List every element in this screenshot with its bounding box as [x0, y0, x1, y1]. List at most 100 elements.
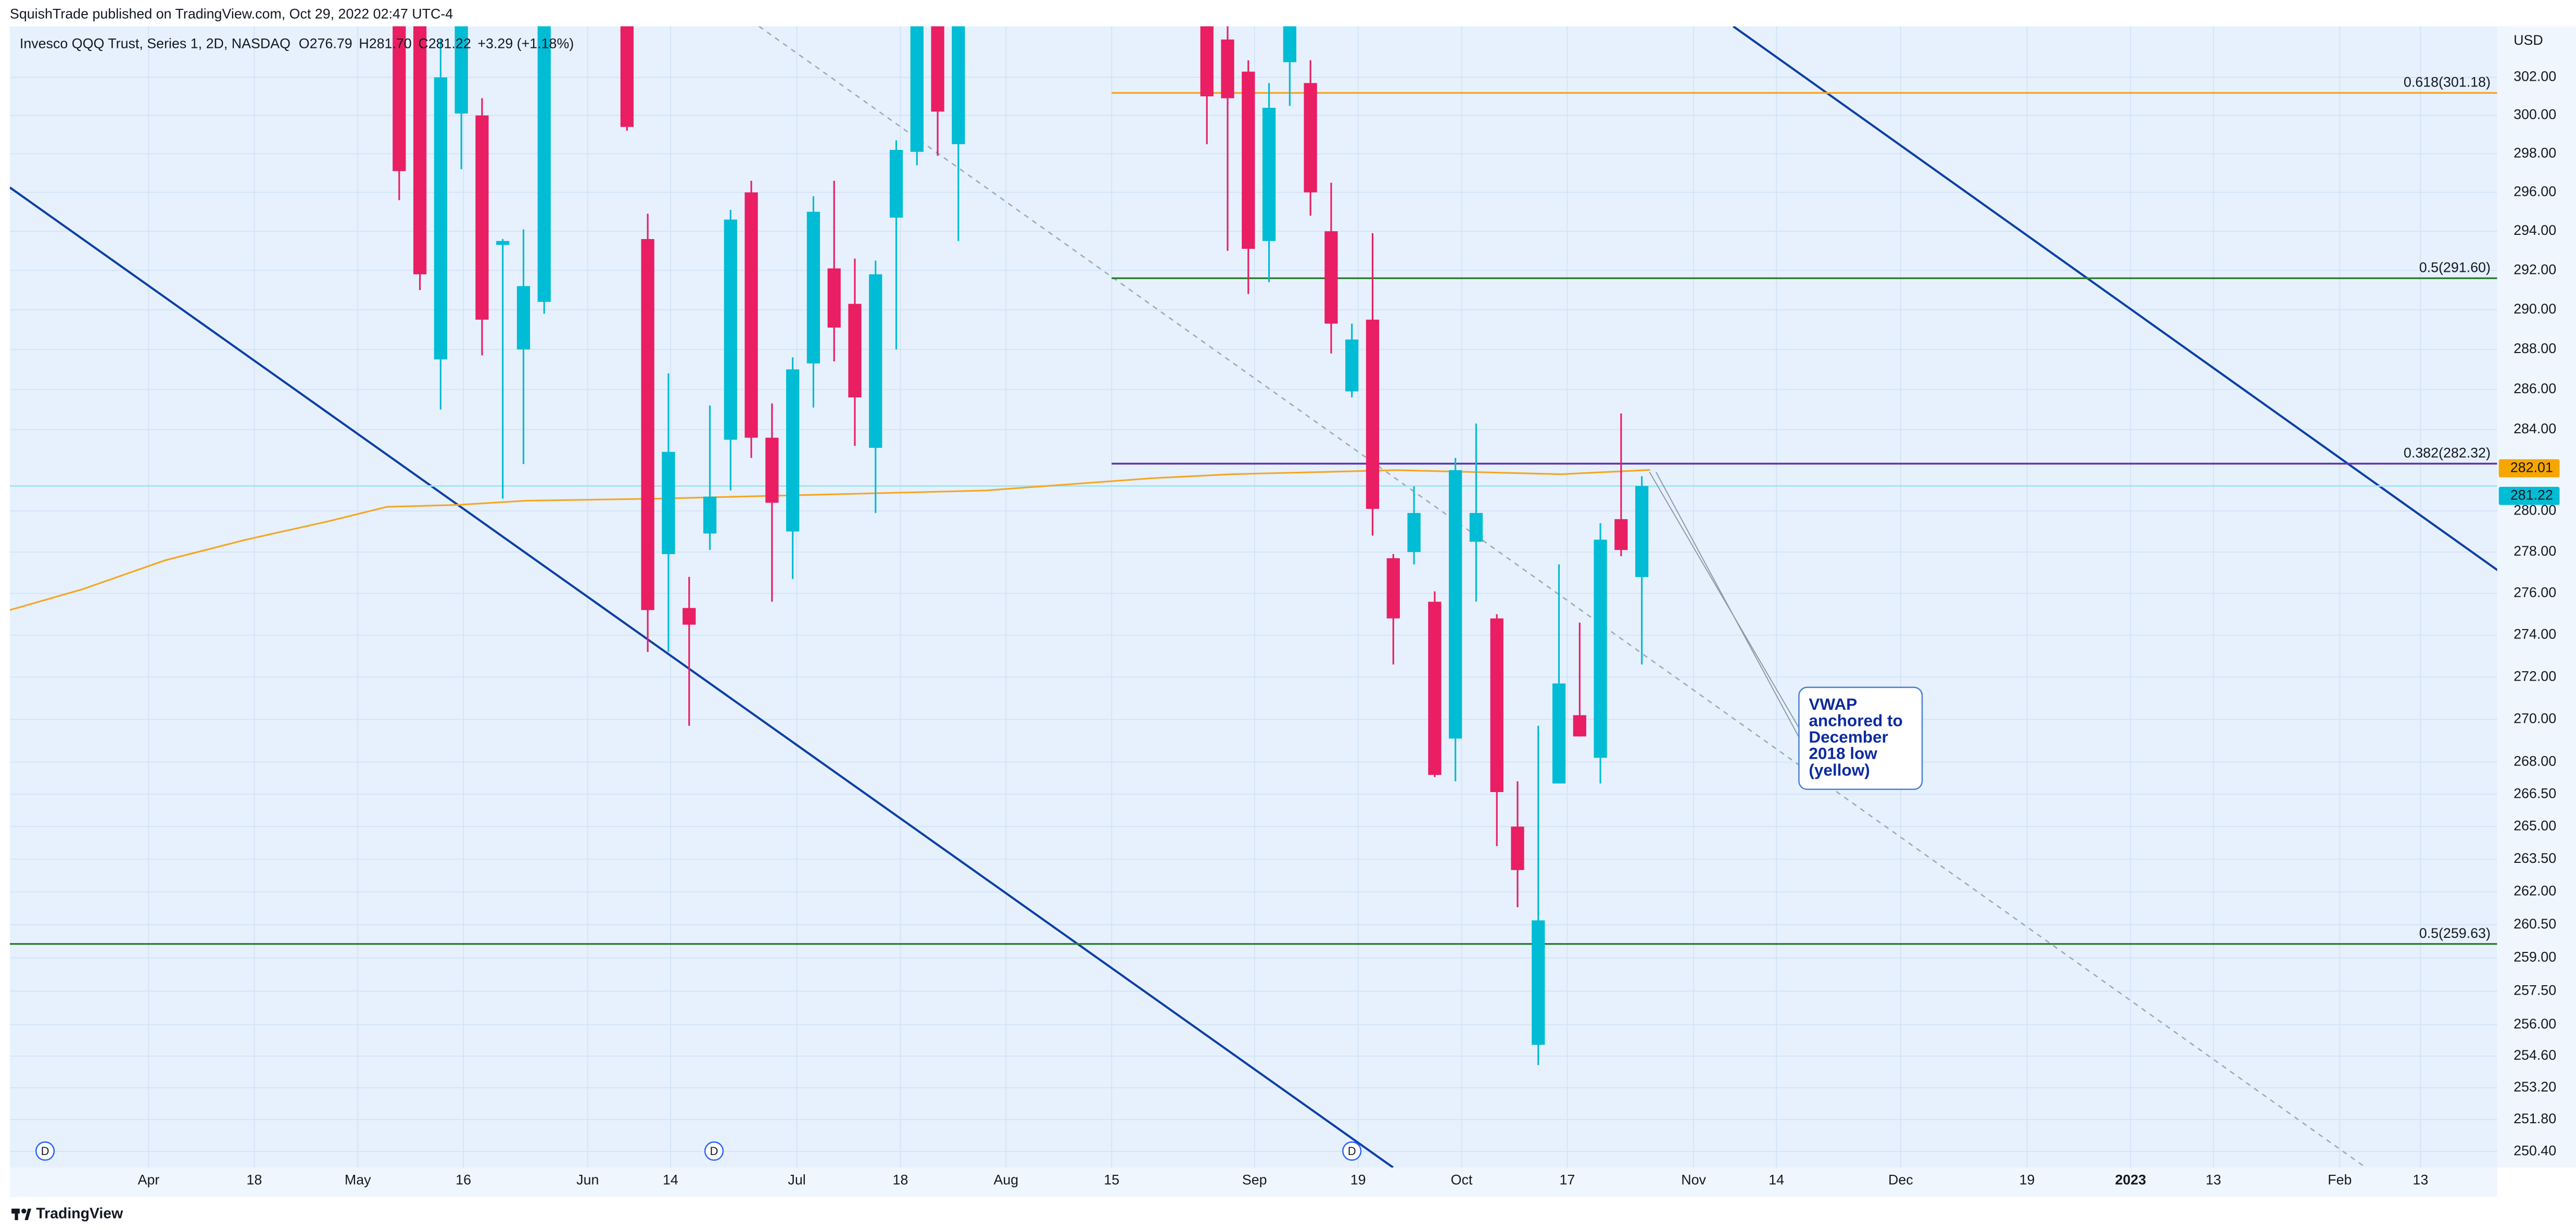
candle-body	[454, 26, 468, 114]
callout-text: 2018 low	[1809, 744, 1877, 763]
candle-body	[1283, 26, 1296, 62]
candle-body	[703, 496, 717, 534]
x-tick-label: 17	[1559, 1172, 1575, 1187]
y-tick-label: 265.00	[2514, 818, 2556, 833]
y-tick-label: 266.50	[2514, 785, 2556, 801]
price-tag-label: 282.01	[2510, 459, 2553, 475]
y-tick-label: 288.00	[2514, 341, 2556, 356]
x-tick-label: 13	[2206, 1172, 2221, 1187]
candle-body	[1304, 83, 1317, 193]
y-tick-label: 278.00	[2514, 543, 2556, 559]
candle-body	[413, 26, 427, 274]
y-tick-label: 290.00	[2514, 301, 2556, 317]
x-tick-label: 15	[1104, 1172, 1119, 1187]
candle-body	[1324, 231, 1338, 324]
candle-body	[1448, 470, 1462, 739]
currency-label: USD	[2514, 32, 2543, 48]
candle-body	[786, 369, 800, 532]
price-axis-background	[2497, 26, 2576, 1168]
y-tick-label: 270.00	[2514, 711, 2556, 726]
candle-body	[1366, 319, 1380, 509]
candle-body	[869, 274, 882, 448]
x-tick-label: 2023	[2115, 1172, 2146, 1187]
footer-brand: TradingView	[36, 1205, 123, 1222]
x-tick-label: 14	[663, 1172, 678, 1187]
y-tick-label: 276.00	[2514, 585, 2556, 600]
y-tick-label: 274.00	[2514, 626, 2556, 642]
y-tick-label: 296.00	[2514, 184, 2556, 199]
candle-body	[931, 26, 944, 112]
y-tick-label: 292.00	[2514, 261, 2556, 277]
candle-body	[1532, 920, 1545, 1045]
x-tick-label: 18	[893, 1172, 908, 1187]
time-axis-background	[9, 1168, 2497, 1197]
candle-body	[1490, 618, 1504, 793]
candle-body	[1573, 715, 1586, 737]
candle-body	[952, 26, 965, 144]
x-tick-label: Feb	[2328, 1172, 2352, 1187]
tradingview-logo	[11, 1208, 31, 1221]
y-tick-label: 257.50	[2514, 982, 2556, 998]
callout-connector	[1656, 471, 1803, 744]
candle-body	[1469, 513, 1483, 542]
y-tick-label: 254.60	[2514, 1047, 2556, 1063]
y-tick-label: 294.00	[2514, 222, 2556, 238]
candle-body	[1242, 71, 1255, 249]
trendline	[9, 186, 1394, 1168]
logo-part	[21, 1208, 27, 1214]
legend-value: C281.22	[418, 35, 471, 51]
x-tick-label: Oct	[1451, 1172, 1473, 1187]
x-tick-label: 16	[456, 1172, 471, 1187]
callout-text: anchored to	[1809, 711, 1902, 730]
y-tick-label: 263.50	[2514, 850, 2556, 866]
drawings	[9, 26, 2497, 1168]
candle-body	[1635, 486, 1649, 578]
dividend-label: D	[1348, 1145, 1356, 1158]
candle-body	[889, 149, 903, 218]
trendline	[1732, 26, 2497, 571]
y-tick-label: 302.00	[2514, 69, 2556, 84]
dividend-marker	[1342, 1141, 1362, 1161]
candle-body	[683, 608, 696, 625]
price-tag	[2498, 486, 2560, 505]
candle-body	[1407, 513, 1421, 553]
logo-part	[15, 1208, 18, 1221]
x-tick-label: 18	[246, 1172, 262, 1187]
header-text: SquishTrade published on TradingView.com…	[10, 6, 453, 22]
candle-body	[1345, 339, 1359, 392]
level-label: 0.5(259.63)	[2419, 925, 2491, 941]
y-tick-label: 272.00	[2514, 668, 2556, 684]
dashed-trendline	[759, 26, 2366, 1168]
y-tick-label: 268.00	[2514, 753, 2556, 769]
callout-text: December	[1809, 727, 1888, 746]
candle-body	[496, 241, 510, 245]
legend-value: O276.79	[299, 35, 352, 51]
x-tick-label: 19	[1350, 1172, 1366, 1187]
dividend-marker	[35, 1141, 55, 1161]
candle-body	[393, 26, 406, 171]
candle-body	[537, 26, 551, 302]
candle-body	[1221, 39, 1234, 98]
candle-body	[910, 26, 924, 152]
legend-value: H281.70	[359, 35, 411, 51]
candle-body	[1428, 601, 1442, 775]
y-tick-label: 300.00	[2514, 107, 2556, 122]
candle-body	[1552, 683, 1566, 784]
level-label: 0.618(301.18)	[2404, 74, 2491, 90]
series	[9, 26, 1650, 1065]
x-tick-label: Jul	[788, 1172, 805, 1187]
y-tick-label: 259.00	[2514, 949, 2556, 965]
candle-body	[827, 268, 841, 328]
price-tag-label: 281.22	[2510, 487, 2553, 503]
y-tick-label: 256.00	[2514, 1016, 2556, 1032]
x-tick-label: Aug	[993, 1172, 1018, 1187]
callout-box	[1798, 686, 1923, 790]
legend-value: +3.29 (+1.18%)	[477, 35, 574, 51]
candle-body	[765, 437, 779, 503]
x-tick-label: 14	[1769, 1172, 1784, 1187]
dividend-label: D	[41, 1145, 49, 1158]
y-tick-label: 250.40	[2514, 1143, 2556, 1158]
candle-body	[516, 286, 531, 350]
callout-text: VWAP	[1809, 695, 1857, 713]
x-tick-label: Nov	[1681, 1172, 1706, 1187]
